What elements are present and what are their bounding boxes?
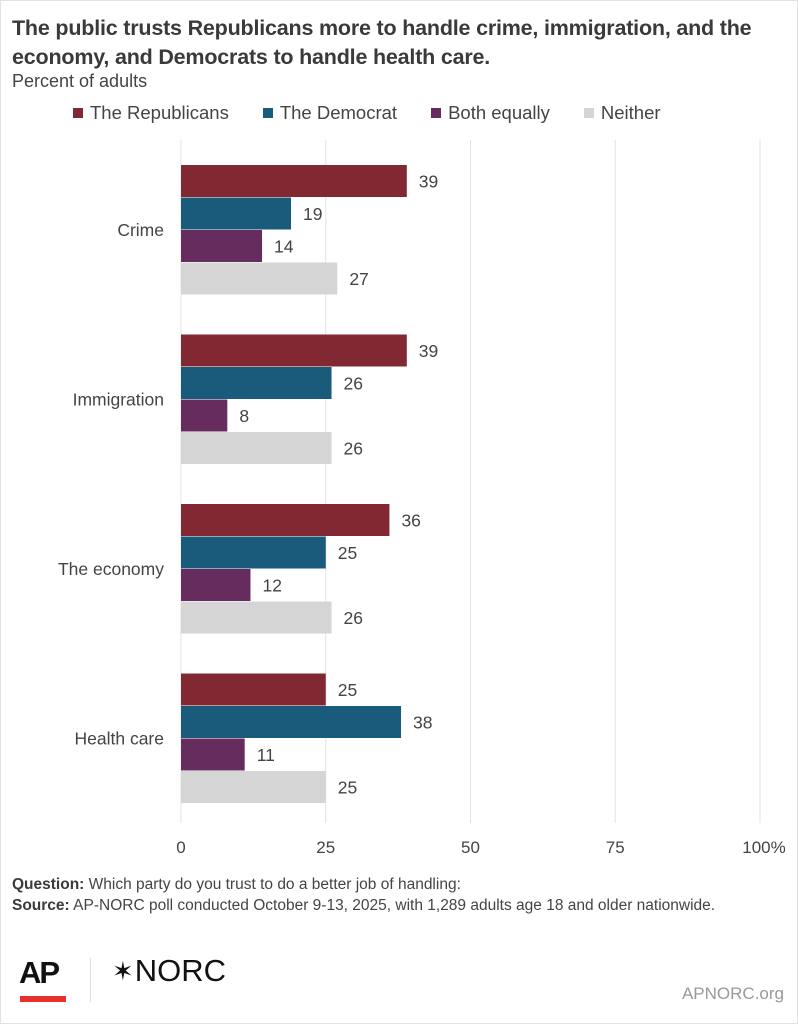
legend-item-both-equally: Both equally <box>431 102 550 124</box>
value-labels: 39 19 14 27 39 26 8 26 36 25 12 26 25 38 11 25 <box>239 171 438 797</box>
x-tick-label: 100% <box>742 838 785 857</box>
bar <box>181 706 402 738</box>
data-label: 26 <box>344 373 363 393</box>
x-tick-label: 25 <box>316 838 335 857</box>
site-url: APNORC.org <box>681 984 784 1003</box>
bar <box>181 504 390 536</box>
category-label: Immigration <box>73 390 164 410</box>
legend-swatch-both-equally <box>431 108 442 118</box>
data-label: 36 <box>401 510 420 530</box>
legend-item-neither: Neither <box>583 102 661 124</box>
source-label: Source: <box>12 897 70 914</box>
chart-subtitle: Percent of adults <box>12 71 148 91</box>
data-label: 27 <box>349 269 368 289</box>
x-axis-ticks: 0 25 50 75 100% <box>176 838 785 857</box>
question-label: Question: <box>12 876 85 893</box>
data-label: 12 <box>262 575 281 595</box>
bar <box>181 197 292 230</box>
x-tick-label: 75 <box>606 838 625 857</box>
bar <box>181 230 263 262</box>
data-label: 26 <box>344 438 363 458</box>
data-label: 25 <box>338 543 357 563</box>
footer-notes: Question: Which party do you trust to do… <box>12 874 782 916</box>
data-label: 38 <box>413 712 432 732</box>
data-label: 39 <box>419 341 438 361</box>
norc-logo-text: NORC <box>134 953 227 988</box>
bar <box>181 601 332 634</box>
data-label: 25 <box>338 680 357 700</box>
legend-swatch-republicans <box>73 108 83 118</box>
bar <box>181 673 326 706</box>
legend-swatch-democrat <box>262 108 273 118</box>
bar <box>181 536 326 569</box>
data-label: 25 <box>338 777 357 797</box>
question-text: Which party do you trust to do a better … <box>84 876 461 893</box>
bar <box>181 432 332 464</box>
bar <box>181 399 228 432</box>
bar <box>181 334 407 367</box>
category-labels: Crime Immigration The economy Health care <box>58 220 164 749</box>
category-label: Health care <box>75 729 165 749</box>
norc-star-icon: ✶ <box>112 955 134 986</box>
legend-label: The Democrat <box>279 102 398 123</box>
data-label: 39 <box>419 171 438 191</box>
legend-item-republicans: The Republicans <box>73 102 229 124</box>
ap-logo-underline <box>20 996 66 1002</box>
bars <box>181 165 407 803</box>
legend-label: Both equally <box>448 102 550 123</box>
ap-logo: AP <box>19 955 60 990</box>
bar <box>181 367 332 399</box>
legend-item-democrat: The Democrat <box>262 102 398 124</box>
legend: The Republicans The Democrat Both equall… <box>73 102 695 124</box>
bar <box>181 165 407 197</box>
data-label: 8 <box>239 406 249 426</box>
bar <box>181 771 326 803</box>
norc-logo: ✶ NORC <box>112 953 226 989</box>
data-label: 14 <box>274 236 294 256</box>
x-tick-label: 50 <box>461 838 480 857</box>
chart-title: The public trusts Republicans more to ha… <box>12 16 752 69</box>
legend-label: Neither <box>600 102 661 123</box>
data-label: 11 <box>257 745 275 765</box>
bar <box>181 569 251 601</box>
logo-divider <box>90 958 91 1002</box>
category-label: Crime <box>117 220 164 240</box>
question-note: Question: Which party do you trust to do… <box>12 874 782 895</box>
category-label: The economy <box>58 559 164 579</box>
x-tick-label: 0 <box>176 838 185 857</box>
bar <box>181 738 245 771</box>
legend-swatch-neither <box>583 108 594 118</box>
bar <box>181 262 338 295</box>
source-note: Source: AP-NORC poll conducted October 9… <box>12 895 782 916</box>
data-label: 19 <box>303 204 322 224</box>
data-label: 26 <box>344 608 363 628</box>
bar-chart: 39 19 14 27 39 26 8 26 36 25 12 26 25 38 11 25 Crime Imm… <box>58 140 786 857</box>
source-text: AP-NORC poll conducted October 9-13, 202… <box>69 897 716 914</box>
legend-label: The Republicans <box>90 102 229 123</box>
